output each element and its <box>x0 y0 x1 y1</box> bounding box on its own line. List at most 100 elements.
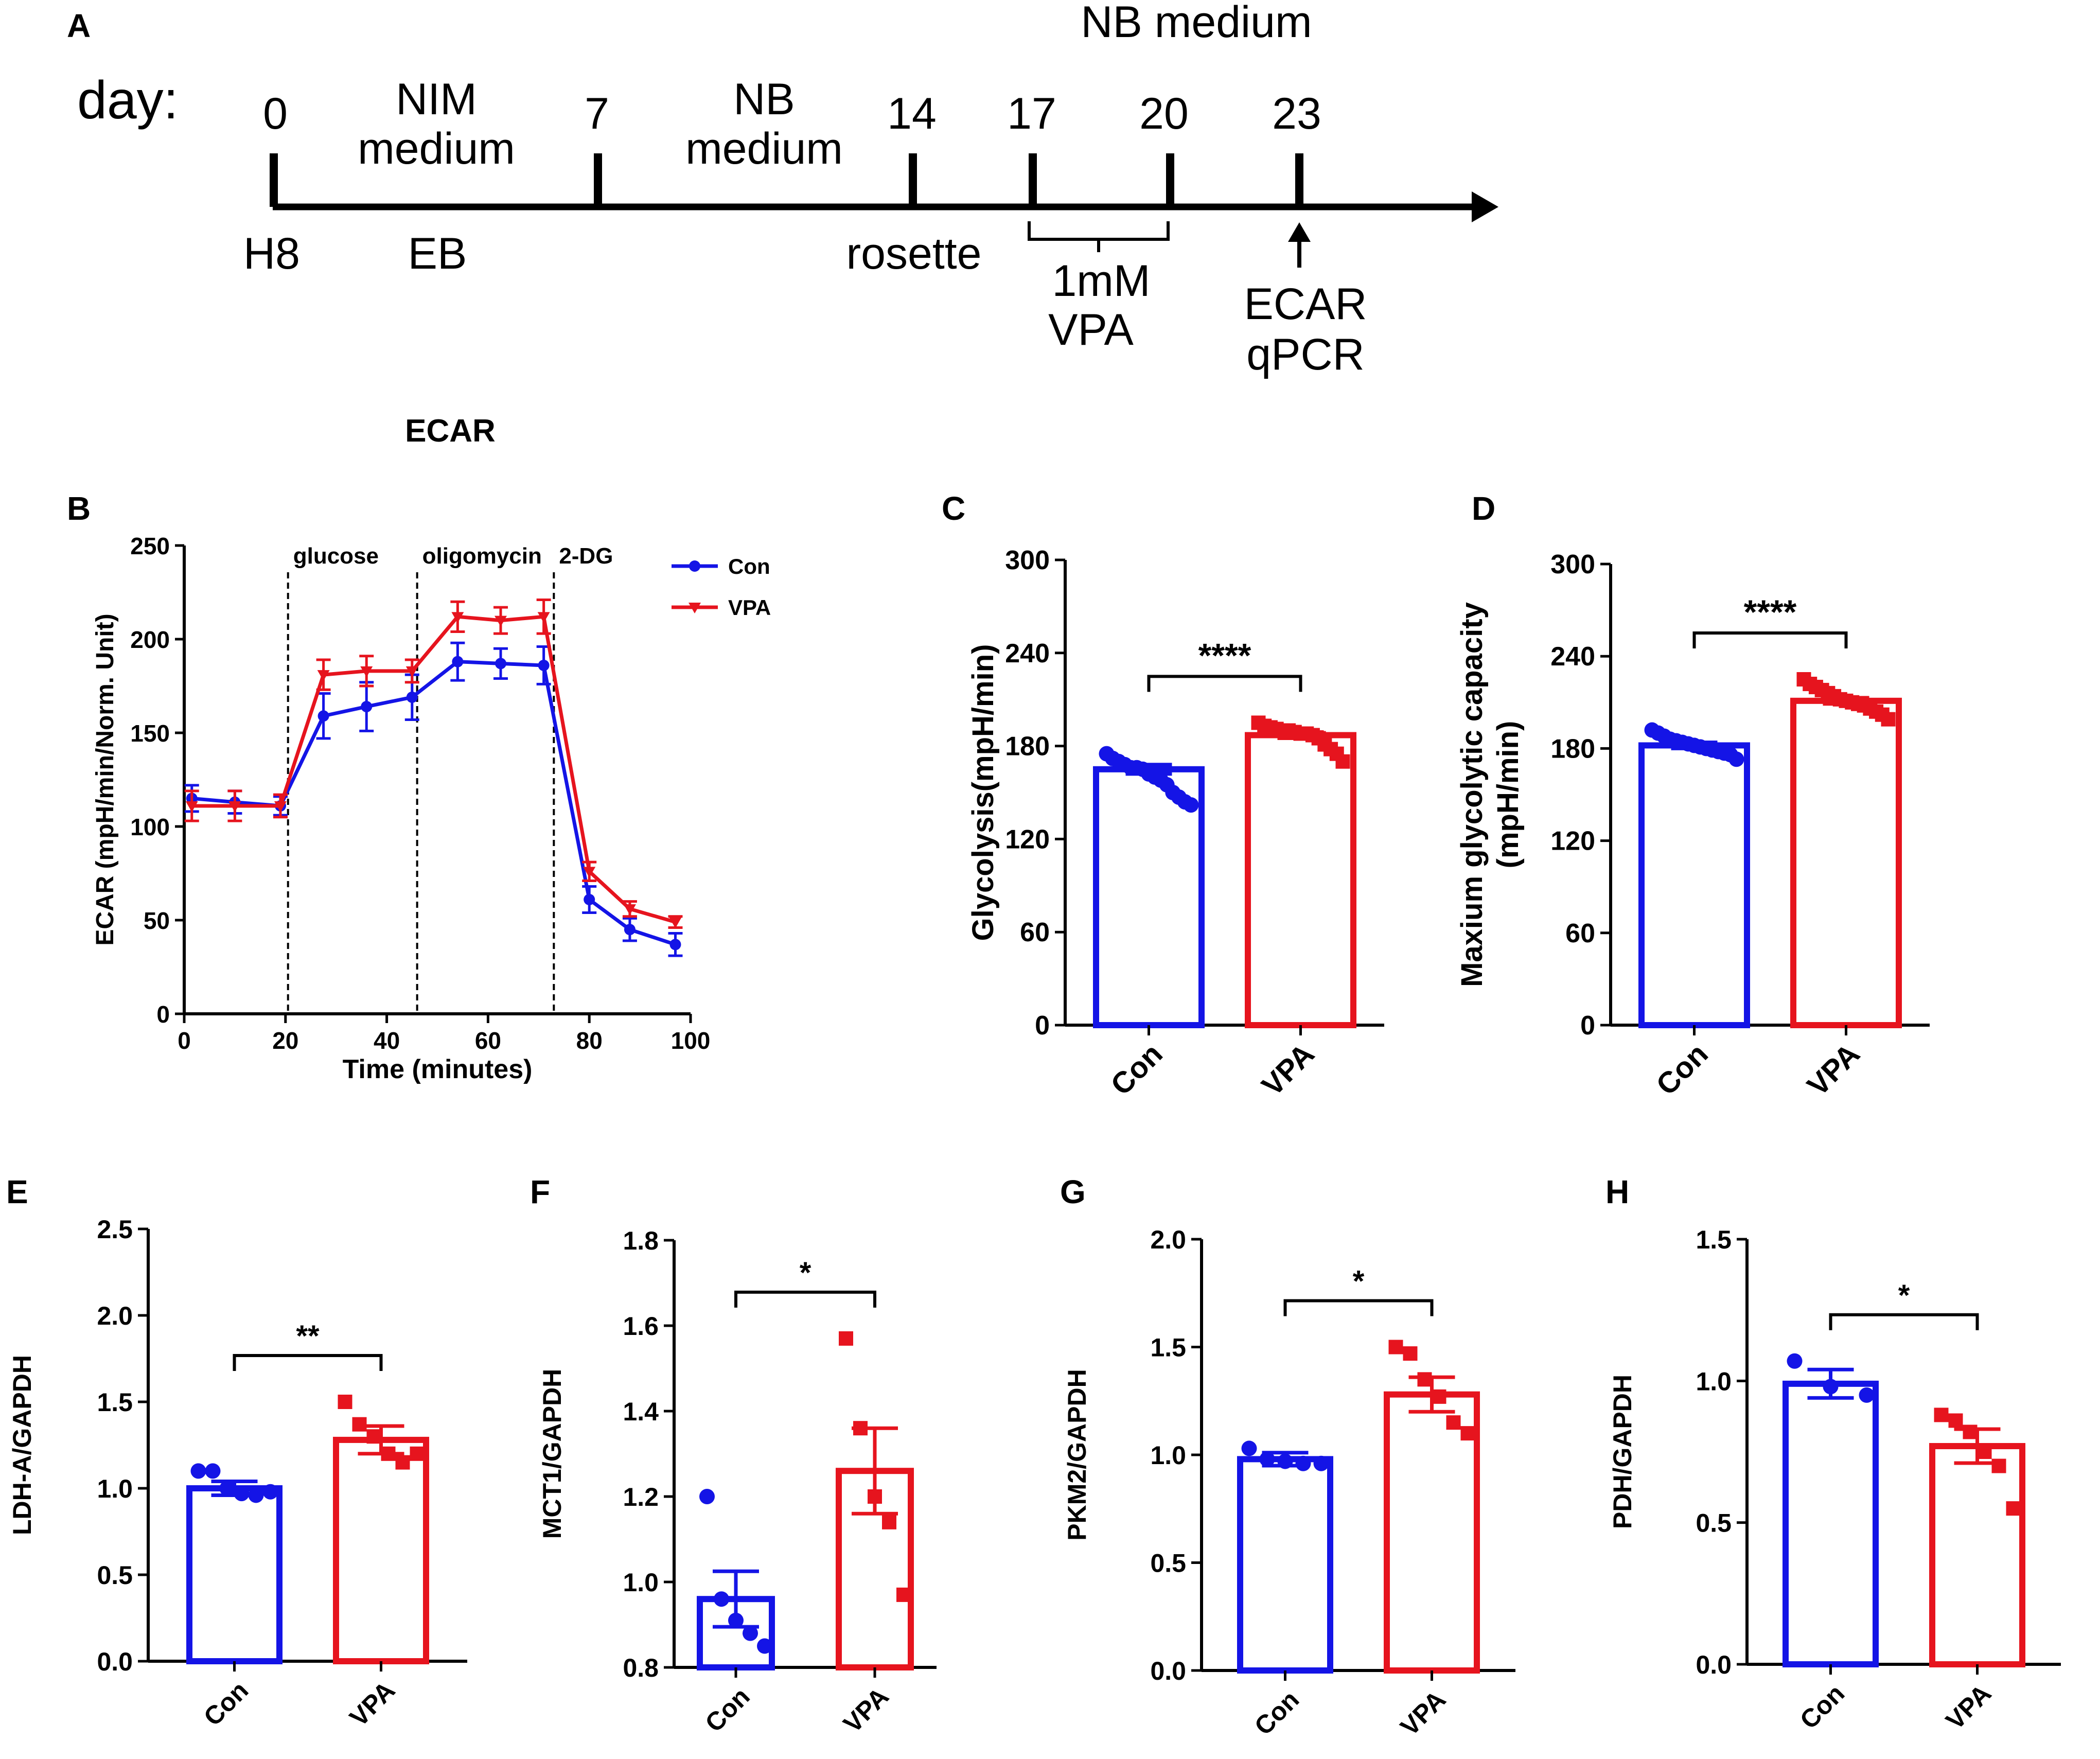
data-point-vpa <box>410 1446 425 1461</box>
y-tick-label: 0 <box>1580 1011 1595 1041</box>
x-category-label: Con <box>1794 1679 1850 1734</box>
y-tick-label: 180 <box>1550 734 1595 764</box>
y-tick-label: 100 <box>130 814 170 840</box>
mct1-bar-chart: 0.8 1.0 1.2 1.4 1.6 1.8 Con VPA * MCT1/GAPDH <box>538 1226 937 1738</box>
timeline-label-h8: H8 <box>243 229 300 278</box>
timeline-nb-medium-line2: medium <box>685 124 843 173</box>
data-point-con <box>361 701 373 713</box>
data-point-vpa <box>1991 1458 2006 1473</box>
data-point-vpa <box>1403 1346 1418 1361</box>
data-point-con <box>1295 1455 1311 1471</box>
y-tick-label: 1.0 <box>1150 1441 1186 1470</box>
data-point-con <box>1787 1353 1803 1369</box>
timeline-day-20: 20 <box>1139 89 1189 138</box>
bar-con <box>1638 742 1750 1028</box>
timeline-treatment-line1: 1mM <box>1052 256 1150 306</box>
panel-label-f: F <box>530 1173 550 1210</box>
x-category-label: Con <box>699 1682 755 1737</box>
data-point-vpa <box>395 1455 410 1470</box>
y-tick-label: 200 <box>130 626 170 653</box>
y-axis-title: PDH/GAPDH <box>1608 1375 1637 1529</box>
data-point-vpa <box>1417 1372 1432 1387</box>
x-category-label: Con <box>1104 1037 1169 1102</box>
panel-label-d: D <box>1472 490 1495 527</box>
data-point-vpa <box>338 1395 352 1409</box>
panel-label-b: B <box>67 490 91 527</box>
x-category-label: VPA <box>344 1676 401 1732</box>
y-tick-label: 2.5 <box>97 1215 133 1244</box>
data-point-vpa <box>1446 1415 1461 1430</box>
data-point-vpa <box>882 1515 896 1529</box>
data-point-con <box>190 1463 206 1479</box>
y-axis-title: Maxium glycolytic capacity <box>1455 602 1489 987</box>
y-tick-label: 0 <box>1035 1011 1050 1041</box>
panel-label-a: A <box>67 7 91 44</box>
y-tick-label: 1.5 <box>97 1388 133 1417</box>
y-tick-label: 150 <box>130 720 170 747</box>
y-tick-label: 180 <box>1005 732 1050 762</box>
data-point-vpa <box>1948 1413 1963 1428</box>
data-point-con <box>262 1484 278 1500</box>
data-point-vpa <box>228 801 241 812</box>
timeline-assay-arrowhead <box>1288 222 1311 242</box>
x-tick-label: 80 <box>576 1027 603 1054</box>
timeline-nb-medium-line1: NB <box>733 75 795 124</box>
bar-vpa <box>333 1436 429 1664</box>
y-tick-label: 1.8 <box>623 1226 659 1255</box>
data-point-vpa <box>2006 1501 2021 1516</box>
x-category-label: VPA <box>1940 1679 1997 1735</box>
y-tick-label: 1.0 <box>623 1568 659 1597</box>
data-point-vpa <box>839 1331 853 1346</box>
bar-con <box>1783 1380 1879 1668</box>
data-point-vpa <box>274 801 287 812</box>
y-tick-label: 1.2 <box>623 1483 659 1511</box>
bar-con <box>1237 1456 1333 1674</box>
significance-label: ** <box>296 1320 320 1353</box>
data-point-vpa <box>1963 1424 1978 1439</box>
timeline-label-rosette: rosette <box>846 229 982 278</box>
timeline-day-0: 0 <box>263 89 288 138</box>
data-point-con <box>219 1481 235 1496</box>
timeline-assay-qpcr: qPCR <box>1246 330 1364 379</box>
error-bar-vpa <box>852 1426 898 1516</box>
timeline-label-eb: EB <box>408 229 467 278</box>
error-bar-vpa <box>1408 1375 1455 1414</box>
significance-bracket <box>1147 675 1302 692</box>
significance-label: * <box>800 1256 811 1290</box>
y-tick-label: 300 <box>1005 546 1050 575</box>
y-tick-label: 0.5 <box>1150 1549 1186 1578</box>
significance-bracket <box>734 1290 876 1308</box>
pkm2-bar-chart: 0.0 0.5 1.0 1.5 2.0 Con VPA * PKM2/GAPDH <box>1063 1225 1515 1742</box>
y-tick-label: 0.0 <box>1696 1650 1732 1679</box>
data-point-vpa <box>1881 712 1896 727</box>
data-point-con <box>1859 1387 1875 1403</box>
data-point-con <box>1313 1455 1329 1471</box>
data-point-con <box>317 710 329 722</box>
data-point-con <box>495 658 506 670</box>
panel-label-g: G <box>1060 1173 1086 1210</box>
data-point-con <box>1241 1440 1257 1456</box>
y-tick-label: 1.5 <box>1150 1333 1186 1362</box>
y-tick-label: 2.0 <box>1150 1225 1186 1254</box>
data-point-con <box>669 939 681 951</box>
error-bar-vpa <box>1277 730 1324 741</box>
y-tick-label: 120 <box>1005 824 1050 854</box>
data-point-vpa <box>405 666 418 677</box>
series-line-con <box>191 660 676 946</box>
error-bar-con <box>1125 763 1172 776</box>
error-bar-con <box>1807 1367 1854 1400</box>
legend-label-vpa: VPA <box>728 595 771 620</box>
y-tick-label: 240 <box>1550 642 1595 672</box>
significance-label: * <box>1898 1279 1910 1312</box>
data-point-con <box>538 659 550 671</box>
y-tick-label: 120 <box>1550 826 1595 856</box>
y-tick-label: 0 <box>156 1001 170 1028</box>
x-tick-label: 0 <box>178 1027 191 1054</box>
y-tick-label: 1.0 <box>97 1474 133 1503</box>
timeline-arrowhead <box>1472 191 1498 222</box>
glycolysis-bar-chart: 0 60 120 180 240 300 Con VPA **** Glycolysis(mpH/… <box>966 546 1384 1102</box>
error-bar-vpa <box>1823 696 1869 706</box>
legend-marker-vpa <box>689 603 701 613</box>
y-axis-title: LDH-A/GAPDH <box>8 1355 37 1535</box>
data-point-vpa <box>537 612 550 623</box>
